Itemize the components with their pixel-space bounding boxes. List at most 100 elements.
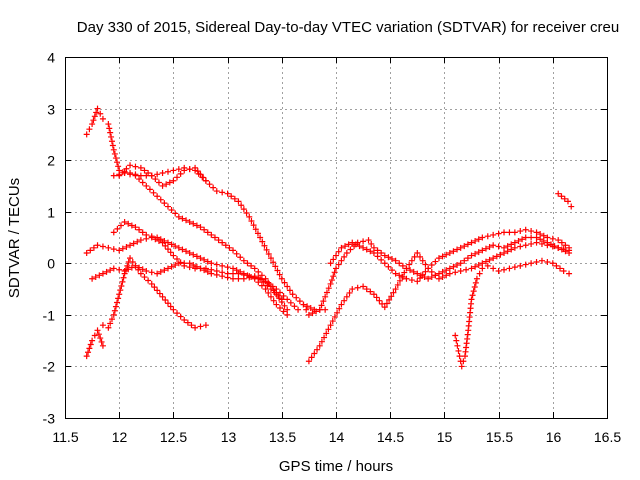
data-point [94, 105, 101, 112]
data-point-fill [336, 305, 343, 312]
data-point [392, 286, 399, 293]
data-point [425, 265, 432, 272]
data-point [219, 239, 226, 246]
data-point-fill [388, 293, 395, 300]
data-point-fill [389, 267, 396, 274]
data-point-fill [331, 313, 338, 320]
data-point-fill [374, 253, 381, 260]
data-point-fill [168, 263, 175, 270]
data-point-fill [95, 331, 102, 338]
data-point-fill [210, 184, 217, 191]
data-point-fill [396, 260, 403, 267]
data-point-fill [501, 266, 508, 273]
data-point-fill [109, 142, 116, 149]
data-point [511, 244, 518, 251]
data-point-fill [428, 274, 435, 281]
data-point [522, 242, 529, 249]
data-point-fill [179, 215, 186, 222]
data-point-fill [276, 271, 283, 278]
data-point-fill [323, 289, 330, 296]
data-point [224, 190, 231, 197]
data-point [533, 239, 540, 246]
data-point [343, 249, 350, 256]
data-point [561, 195, 568, 202]
data-point [392, 257, 399, 264]
data-point-fill [193, 253, 200, 260]
data-point [267, 255, 274, 262]
x-tick-label: 12 [112, 429, 128, 445]
data-point-fill [308, 354, 315, 361]
data-point [425, 275, 432, 282]
data-point [89, 275, 96, 282]
data-point [121, 170, 128, 177]
data-point-fill [482, 245, 489, 252]
data-point-fill [107, 129, 114, 136]
data-point-fill [352, 241, 359, 248]
data-point [544, 234, 551, 241]
data-point [490, 265, 497, 272]
data-point [568, 203, 575, 210]
data-point-fill [108, 133, 115, 140]
data-point-fill [280, 308, 287, 315]
data-point-fill [517, 243, 524, 250]
data-point-fill [454, 342, 461, 349]
data-point-fill [177, 170, 184, 177]
data-point-fill [443, 272, 450, 279]
data-point-fill [557, 265, 564, 272]
data-point-fill [226, 244, 233, 251]
data-point-fill [111, 307, 118, 314]
data-point-fill [439, 253, 446, 260]
data-point-fill [194, 168, 201, 175]
data-point-fill [562, 242, 569, 249]
data-point-fill [338, 257, 345, 264]
data-point [251, 265, 258, 272]
data-point [392, 270, 399, 277]
data-point [511, 229, 518, 236]
data-point-fill [354, 284, 361, 291]
data-point-fill [238, 202, 245, 209]
data-point-fill [443, 251, 450, 258]
data-point-fill [255, 268, 262, 275]
data-point [175, 260, 182, 267]
data-point-fill [454, 262, 461, 269]
data-point-fill [237, 254, 244, 261]
data-point [83, 353, 90, 360]
data-point-fill [107, 267, 114, 274]
data-point-fill [334, 309, 341, 316]
data-point-fill [276, 289, 283, 296]
data-point-fill [157, 268, 164, 275]
data-point-fill [506, 229, 513, 236]
data-point-fill [399, 274, 406, 281]
data-point [110, 146, 117, 153]
data-point-fill [515, 237, 522, 244]
data-point-fill [553, 262, 560, 269]
data-point-fill [322, 293, 329, 300]
data-point-fill [259, 238, 266, 245]
series-track-m [555, 190, 575, 210]
data-point [316, 342, 323, 349]
data-point-fill [152, 176, 159, 183]
data-point-fill [460, 358, 467, 365]
data-point [300, 301, 307, 308]
data-point [273, 286, 280, 293]
data-point-fill [106, 125, 113, 132]
data-point [143, 182, 150, 189]
data-point-fill [314, 346, 321, 353]
data-point-fill [378, 256, 385, 263]
data-point-fill [204, 258, 211, 265]
data-point-fill [116, 171, 123, 178]
data-point-fill [240, 206, 247, 213]
data-point [360, 283, 367, 290]
data-point-fill [281, 302, 288, 309]
data-point [490, 255, 497, 262]
data-point [202, 177, 209, 184]
data-point-fill [373, 294, 380, 301]
data-point-fill [155, 237, 162, 244]
series-track-j [305, 239, 573, 365]
data-point [99, 342, 106, 349]
data-point-fill [224, 264, 231, 271]
data-point-fill [255, 274, 262, 281]
data-point-fill [345, 241, 352, 248]
data-point-fill [108, 316, 115, 323]
data-point-fill [122, 266, 129, 273]
